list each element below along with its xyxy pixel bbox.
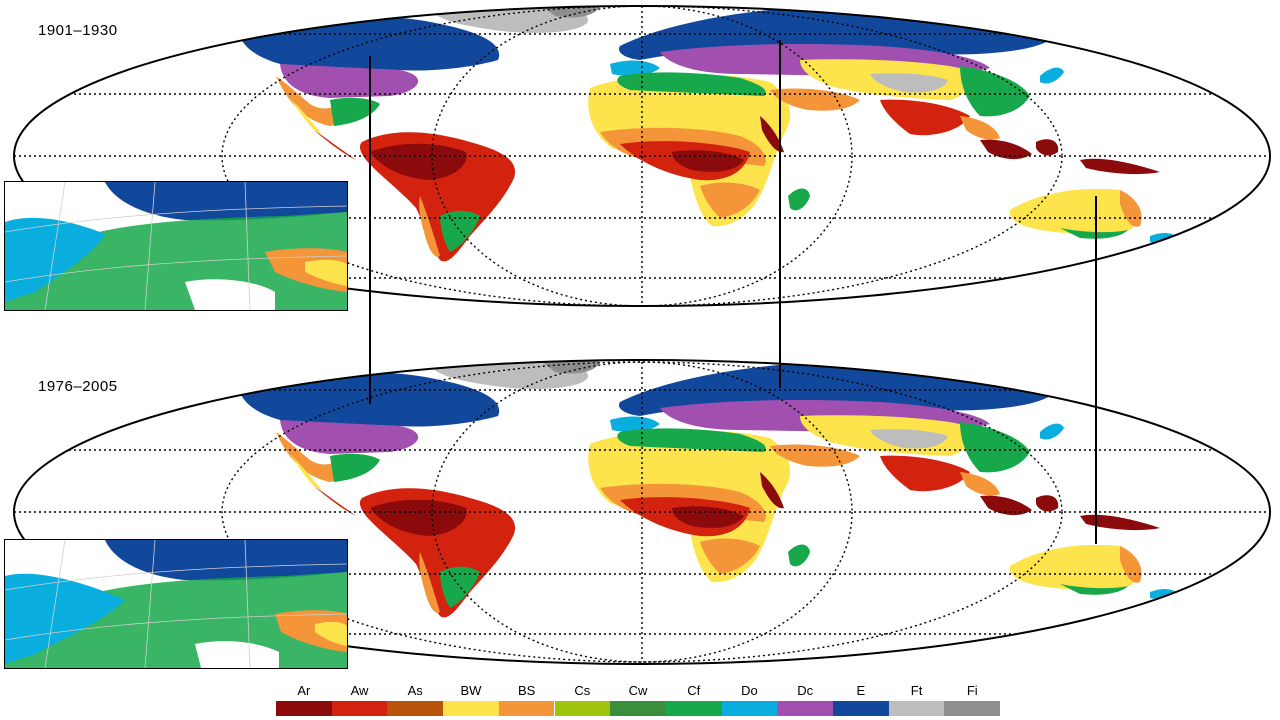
legend-swatch — [888, 701, 945, 716]
legend-label: Cs — [574, 683, 591, 698]
legend-label: Aw — [350, 683, 369, 698]
legend-label: Cf — [687, 683, 701, 698]
legend-swatch — [833, 701, 889, 716]
legend-label: Ar — [297, 683, 311, 698]
legend-label: Dc — [797, 683, 814, 698]
climate-legend: Ar Aw As BW BS Cs Cw Cf Do Dc E Ft — [276, 683, 1001, 717]
legend-item-bw: BW — [443, 683, 499, 717]
legend-item-do: Do — [721, 683, 778, 717]
legend-item-fi: Fi — [944, 683, 1001, 717]
period-label-bottom: 1976–2005 — [38, 378, 118, 395]
legend-swatch — [721, 701, 778, 716]
legend-item-cw: Cw — [610, 683, 666, 717]
legend-label: Ft — [910, 683, 923, 698]
map-panel-1976-2005 — [13, 359, 1271, 665]
legend-swatch — [443, 701, 499, 716]
legend-item-ar: Ar — [276, 683, 332, 717]
period-label-top: 1901–1930 — [38, 22, 118, 39]
legend-swatch — [331, 701, 388, 716]
europe-inset-1976-2005 — [4, 539, 348, 669]
legend-label: E — [856, 683, 866, 698]
legend-swatch — [777, 701, 833, 716]
legend-swatch — [387, 701, 444, 716]
legend-item-cs: Cs — [554, 683, 611, 717]
map-panel-1901-1930 — [13, 5, 1271, 307]
legend-item-dc: Dc — [777, 683, 833, 717]
legend-item-e: E — [833, 683, 889, 717]
connector-lines — [369, 40, 1097, 544]
legend-swatch — [276, 701, 332, 716]
legend-swatch — [944, 701, 1001, 716]
legend-label: As — [407, 683, 423, 698]
legend-label: Cw — [628, 683, 648, 698]
legend-swatch — [554, 701, 611, 716]
legend-label: Fi — [966, 683, 978, 698]
legend-swatch — [498, 701, 555, 716]
legend-item-aw: Aw — [331, 683, 388, 717]
legend-item-ft: Ft — [888, 683, 945, 717]
europe-inset-1901-1930 — [4, 181, 348, 311]
legend-swatch — [610, 701, 666, 716]
legend-label: BS — [517, 683, 536, 698]
legend-item-as: As — [387, 683, 444, 717]
legend-label: Do — [741, 683, 758, 698]
legend-swatch — [665, 701, 722, 716]
legend-item-bs: BS — [498, 683, 555, 717]
legend-label: BW — [460, 683, 482, 698]
legend-item-cf: Cf — [665, 683, 722, 717]
